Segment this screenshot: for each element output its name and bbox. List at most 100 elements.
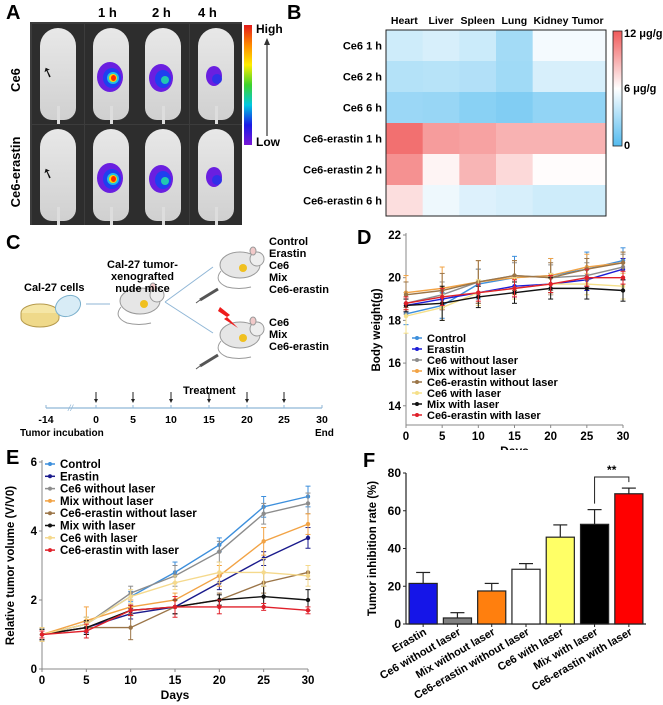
data-point (261, 511, 266, 516)
y-tick-label: 40 (388, 542, 402, 556)
bar (442, 617, 473, 625)
group-item: Control (269, 236, 309, 248)
heatmap-cell (569, 30, 607, 62)
treatment-arrow-head (169, 399, 173, 403)
timeline-tick-label: 30 (316, 414, 328, 426)
panel-label-b: B (287, 2, 302, 24)
mouse-tail (109, 207, 113, 225)
mouse-icon (217, 316, 265, 359)
mouse-tail (162, 207, 165, 225)
treatment-arrow-head (282, 399, 286, 403)
heatmap-row-label: Ce6-erastin 1 h (303, 134, 382, 146)
legend-marker (415, 347, 419, 351)
heatmap-cell (496, 185, 534, 217)
legend-marker (48, 511, 52, 516)
heatmap-cell (386, 185, 424, 217)
data-point (403, 292, 409, 297)
y-tick-label: 20 (388, 273, 401, 285)
legend-marker (48, 548, 52, 553)
heatmap-col-label: Kidney (533, 15, 568, 27)
legend-marker (48, 535, 52, 540)
mouse-image: ➘ (32, 24, 84, 124)
group-item: Mix (269, 329, 288, 341)
heatmap-cell (422, 185, 460, 217)
significance-bracket (594, 476, 630, 504)
x-tick-label: 20 (544, 431, 557, 443)
y-axis-label: Relative tumor volume (V/V0) (5, 486, 17, 645)
mouse-body (40, 28, 76, 120)
data-point (261, 570, 266, 575)
legend-label: Erastin (427, 344, 465, 356)
x-tick-label: 30 (302, 675, 315, 687)
data-point (305, 501, 311, 506)
y-tick-label: 80 (388, 466, 402, 480)
legend-marker (415, 402, 419, 406)
panelA-row-label: Ce6-erastin (8, 136, 23, 208)
legend-marker (415, 369, 419, 373)
y-tick-label: 18 (388, 315, 401, 327)
data-point (39, 632, 45, 637)
bar (579, 523, 610, 625)
data-point (620, 288, 626, 293)
legend-marker (415, 391, 419, 395)
data-point (439, 294, 445, 300)
heatmap-cell (459, 154, 497, 186)
mouse-tail (214, 207, 218, 225)
y-tick-label: 4 (31, 526, 38, 538)
heatmap-row-label: Ce6 1 h (343, 41, 382, 53)
panel-label-c: C (6, 232, 21, 254)
heatmap-cell (532, 30, 570, 62)
heatmap-cell (496, 92, 534, 124)
body-weight-chart: 0 5 10 15 20 25 30 14 16 18 20 22 Days Body weight(g)… (371, 230, 629, 450)
data-point (620, 260, 626, 265)
heatmap-cell (459, 30, 497, 62)
data-point (305, 535, 311, 541)
timeline-tick-label: -14 (38, 414, 53, 426)
heatmap-cell (459, 92, 497, 124)
y-tick-label: 6 (31, 457, 37, 469)
legend-label: Mix with laser (60, 521, 136, 533)
data-point (305, 573, 311, 579)
y-tick-label: 0 (394, 617, 401, 631)
panel-label-e: E (6, 447, 20, 469)
heatmap-cell (459, 61, 497, 93)
data-point (84, 628, 89, 634)
tumor-volume-chart: 0 5 10 15 20 25 30 0 2 4 6 Days Relative tumor volum… (5, 457, 315, 702)
panel-label-a: A (6, 2, 21, 24)
bar (614, 493, 644, 625)
y-axis-label: Body weight(g) (371, 288, 383, 371)
bar (408, 582, 438, 625)
cells-label: Cal-27 cells (24, 282, 85, 294)
heatmap-colorbar (612, 30, 623, 147)
x-tick-label: 5 (439, 431, 446, 443)
fluorescence-signal (211, 74, 222, 84)
syringe-icon (195, 287, 219, 304)
y-tick-label: 22 (388, 230, 401, 242)
fluorescence-signal (161, 76, 169, 84)
significance-label: ** (607, 463, 617, 477)
petri-dish-icon (20, 294, 82, 328)
data-point (403, 313, 409, 319)
series-ce6-erastin-with-laser (39, 596, 311, 639)
mouse-image (84, 125, 137, 225)
panelA-row-label: Ce6 (8, 68, 23, 92)
mice-label: Cal-27 tumor-xenografted nude mice (80, 259, 205, 295)
legend-label: Ce6 without laser (60, 484, 156, 496)
legend-label: Ce6 with laser (427, 388, 502, 400)
group-item: Mix (269, 272, 288, 284)
data-point (128, 594, 133, 599)
legend-marker (48, 523, 52, 528)
tumor-incubation-label: Tumor incubation (20, 428, 104, 439)
y-tick-label: 0 (31, 664, 37, 676)
fluorescence-signal (211, 175, 222, 185)
data-point (261, 594, 266, 599)
mouse-tail (162, 106, 165, 124)
mouse-tail (57, 207, 60, 225)
y-tick-label: 60 (388, 504, 402, 518)
legend-label: Ce6 without laser (427, 355, 519, 367)
colorbar-max-label: 12 μg/g (624, 28, 663, 40)
data-point (584, 286, 590, 291)
data-point (476, 290, 481, 295)
treatment-arrow-head (94, 399, 98, 403)
heatmap-col-label: Tumor (572, 15, 604, 27)
